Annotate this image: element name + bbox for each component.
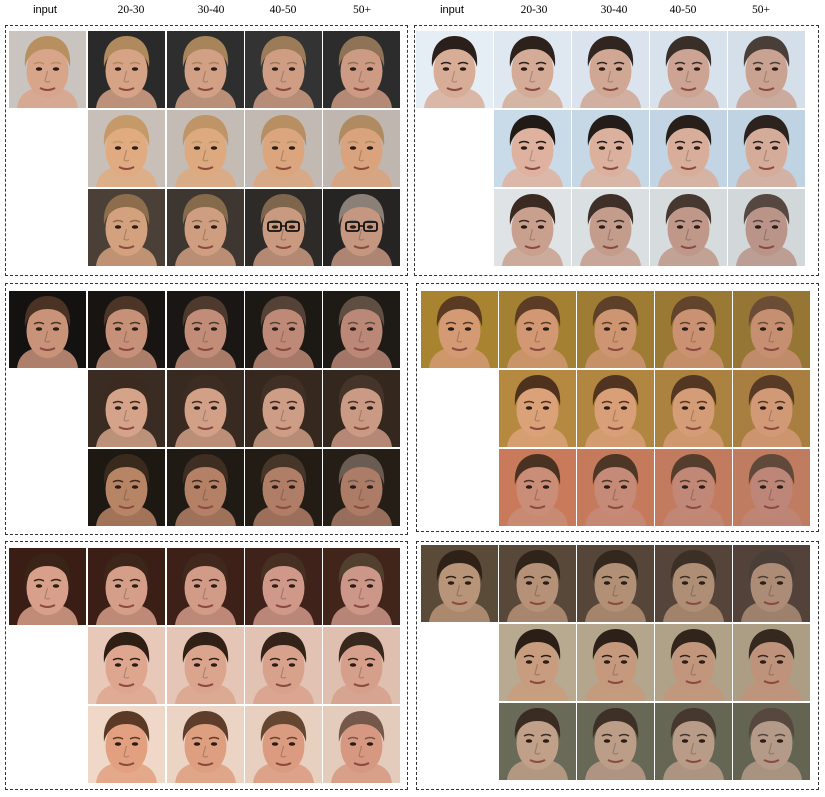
p3-row3-age3-face	[245, 449, 322, 526]
p2-row2-age2-face	[572, 110, 649, 187]
p3-row2-age3-face	[245, 370, 322, 447]
panel-bottom-left	[5, 541, 408, 790]
col-header-20-30-right: 20-30	[520, 4, 548, 16]
p4-row2-age3-face	[655, 370, 732, 447]
p1-row3-age3-face	[245, 189, 322, 266]
p6-input-face	[421, 545, 498, 622]
p4-row1-age1-face	[499, 291, 576, 368]
p5-row3-age2-face	[167, 706, 244, 783]
p3-row1-age4-face	[323, 291, 400, 368]
p2-input-face	[416, 31, 493, 108]
p3-row3-age1-face	[88, 449, 165, 526]
p4-row3-age1-face	[499, 449, 576, 526]
p4-row2-age1-face	[499, 370, 576, 447]
col-header-20-30-left: 20-30	[117, 4, 145, 16]
p5-row1-age1-face	[88, 548, 165, 625]
p2-row3-age1-face	[494, 189, 571, 266]
p1-row1-age4-face	[323, 31, 400, 108]
p1-row3-age1-face	[88, 189, 165, 266]
panel-top-right	[414, 25, 819, 276]
p1-row1-age3-face	[245, 31, 322, 108]
p5-row3-age3-face	[245, 706, 322, 783]
p2-row2-age1-face	[494, 110, 571, 187]
p3-row3-age4-face	[323, 449, 400, 526]
p6-row3-age3-face	[655, 703, 732, 780]
p4-row1-age3-face	[655, 291, 732, 368]
p3-row1-age2-face	[167, 291, 244, 368]
p5-row3-age4-face	[323, 706, 400, 783]
p3-row1-age1-face	[88, 291, 165, 368]
p5-row1-age3-face	[245, 548, 322, 625]
p2-row3-age3-face	[650, 189, 727, 266]
p1-row3-age2-face	[167, 189, 244, 266]
col-header-50plus-left: 50+	[353, 4, 371, 16]
panel-bottom-right	[416, 541, 819, 790]
p5-row2-age3-face	[245, 627, 322, 704]
p5-row1-age4-face	[323, 548, 400, 625]
col-header-input-left: input	[33, 4, 57, 16]
p5-input-face	[9, 548, 86, 625]
p2-row2-age3-face	[650, 110, 727, 187]
p1-row2-age2-face	[167, 110, 244, 187]
p3-row2-age4-face	[323, 370, 400, 447]
p2-row1-age2-face	[572, 31, 649, 108]
col-header-40-50-left: 40-50	[269, 4, 297, 16]
p4-row1-age4-face	[733, 291, 810, 368]
p6-row2-age4-face	[733, 624, 810, 701]
p2-row1-age4-face	[728, 31, 805, 108]
p5-row2-age2-face	[167, 627, 244, 704]
p1-row3-age4-face	[323, 189, 400, 266]
p6-row3-age2-face	[577, 703, 654, 780]
p2-row1-age3-face	[650, 31, 727, 108]
p4-row2-age2-face	[577, 370, 654, 447]
p1-row1-age2-face	[167, 31, 244, 108]
p4-row2-age4-face	[733, 370, 810, 447]
panel-middle-left	[5, 283, 408, 535]
p6-row3-age1-face	[499, 703, 576, 780]
col-header-50plus-right: 50+	[752, 4, 770, 16]
p1-input-face	[9, 31, 86, 108]
p5-row2-age4-face	[323, 627, 400, 704]
p1-row2-age4-face	[323, 110, 400, 187]
p5-row1-age2-face	[167, 548, 244, 625]
p1-row1-age1-face	[88, 31, 165, 108]
p4-row3-age2-face	[577, 449, 654, 526]
p4-input-face	[421, 291, 498, 368]
col-header-30-40-left: 30-40	[197, 4, 225, 16]
panel-top-left	[5, 25, 408, 276]
p3-row2-age2-face	[167, 370, 244, 447]
p5-row3-age1-face	[88, 706, 165, 783]
p2-row1-age1-face	[494, 31, 571, 108]
p5-row2-age1-face	[88, 627, 165, 704]
p2-row3-age2-face	[572, 189, 649, 266]
p1-row2-age1-face	[88, 110, 165, 187]
p2-row3-age4-face	[728, 189, 805, 266]
p6-row1-age4-face	[733, 545, 810, 622]
p3-row2-age1-face	[88, 370, 165, 447]
col-header-input-right: input	[440, 4, 464, 16]
panel-middle-right	[416, 283, 819, 532]
p4-row1-age2-face	[577, 291, 654, 368]
p6-row1-age3-face	[655, 545, 732, 622]
p6-row2-age3-face	[655, 624, 732, 701]
p6-row1-age2-face	[577, 545, 654, 622]
p6-row3-age4-face	[733, 703, 810, 780]
p3-row3-age2-face	[167, 449, 244, 526]
p3-input-face	[9, 291, 86, 368]
p4-row3-age3-face	[655, 449, 732, 526]
p3-row1-age3-face	[245, 291, 322, 368]
col-header-40-50-right: 40-50	[669, 4, 697, 16]
p6-row1-age1-face	[499, 545, 576, 622]
p2-row2-age4-face	[728, 110, 805, 187]
p4-row3-age4-face	[733, 449, 810, 526]
p6-row2-age1-face	[499, 624, 576, 701]
p1-row2-age3-face	[245, 110, 322, 187]
col-header-30-40-right: 30-40	[600, 4, 628, 16]
p6-row2-age2-face	[577, 624, 654, 701]
